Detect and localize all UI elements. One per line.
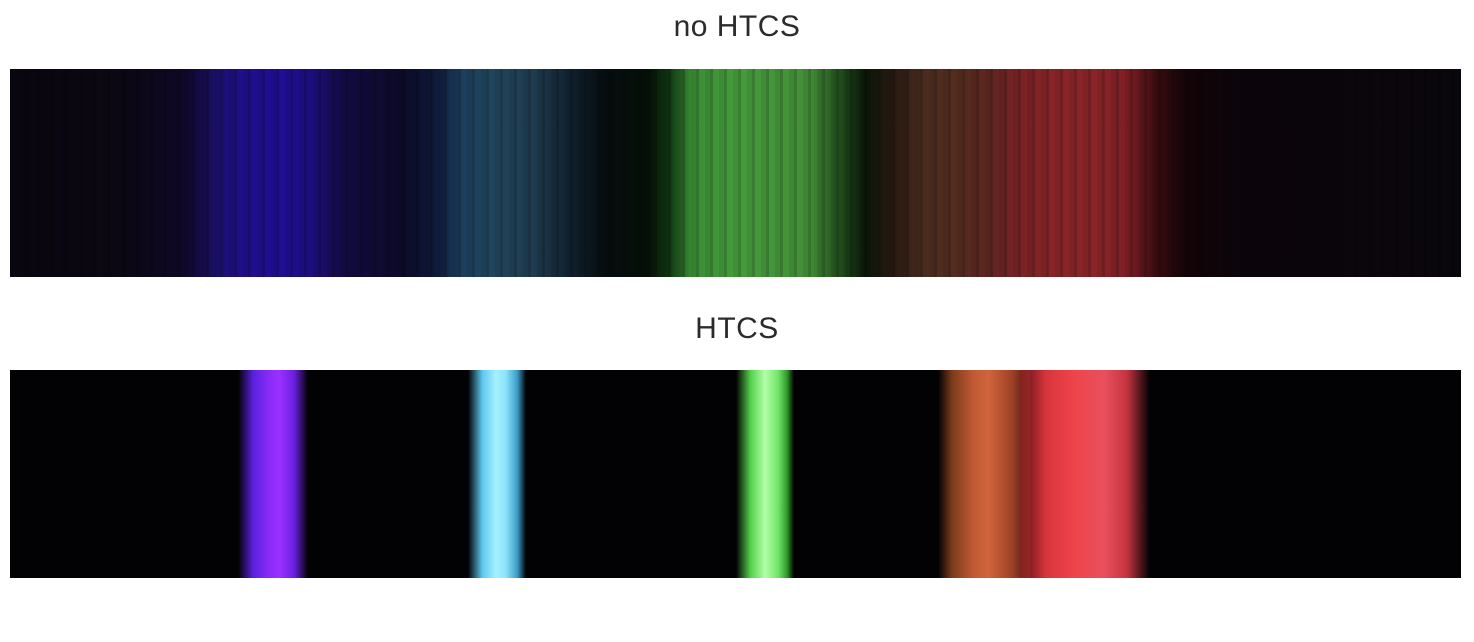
top-panel-title: no HTCS — [0, 10, 1474, 44]
emission-line-orange — [938, 370, 1030, 578]
emission-line-red — [1020, 370, 1150, 578]
bottom-panel-title: HTCS — [0, 312, 1474, 346]
emission-line-cyan — [468, 370, 526, 578]
spectrum-strip-no-htcs — [10, 69, 1461, 277]
emission-line-green — [736, 370, 794, 578]
emission-line-violet — [238, 370, 308, 578]
spectrum-strip-htcs — [10, 370, 1461, 578]
